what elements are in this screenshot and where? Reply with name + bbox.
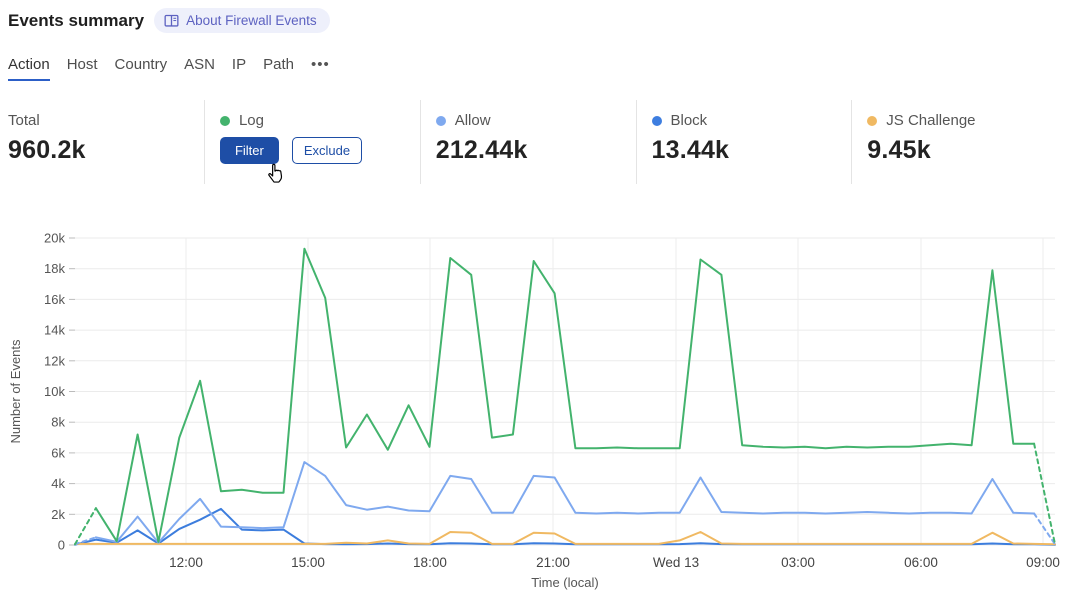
header: Events summary About Firewall Events — [8, 8, 330, 33]
x-tick-label: 18:00 — [413, 555, 447, 570]
block-color-dot — [651, 115, 662, 126]
series-line-allow — [94, 461, 1036, 544]
x-tick-label: 15:00 — [291, 555, 325, 570]
series-dashed-start-log — [74, 507, 97, 546]
filter-button[interactable]: Filter — [219, 137, 279, 164]
exclude-button[interactable]: Exclude — [291, 137, 363, 164]
log-color-dot — [219, 115, 230, 126]
tab-host[interactable]: Host — [66, 56, 98, 73]
book-icon — [164, 14, 179, 27]
stat-card-js-challenge[interactable]: JS Challenge 9.45k — [852, 100, 1068, 184]
total-label: Total — [8, 112, 40, 129]
series-line-js-challenge — [74, 531, 1056, 546]
js-challenge-label: JS Challenge — [886, 112, 976, 129]
tab-more-ellipsis[interactable]: ••• — [310, 56, 330, 73]
about-firewall-events-link[interactable]: About Firewall Events — [154, 8, 330, 33]
x-tick-label: Wed 13 — [653, 555, 699, 570]
allow-value: 212.44k — [435, 136, 528, 164]
tab-action[interactable]: Action — [8, 56, 50, 81]
y-tick-label: 18k — [44, 261, 65, 276]
x-axis-title: Time (local) — [531, 575, 598, 590]
series-line-log — [94, 247, 1036, 543]
y-tick-label: 20k — [44, 231, 65, 246]
js-challenge-color-dot — [867, 115, 878, 126]
log-label: Log — [238, 112, 264, 129]
events-time-series-chart[interactable]: 0 2k 4k 6k 8k 10k 12k 14k 16k 18k 20k 12:00 15:00 18:… — [0, 228, 1068, 598]
block-value: 13.44k — [651, 136, 730, 164]
legend-item-js-challenge[interactable]: JS Challenge — [867, 112, 1068, 129]
y-tick-label: 0 — [58, 538, 65, 553]
y-tick-label: 10k — [44, 384, 65, 399]
stats-row: Total 960.2k Log Filter Exclude Allow 21… — [0, 100, 1068, 184]
page-title: Events summary — [8, 10, 145, 30]
tab-path[interactable]: Path — [263, 56, 294, 73]
x-tick-label: 09:00 — [1026, 555, 1060, 570]
x-tick-label: 06:00 — [904, 555, 938, 570]
total-value: 960.2k — [8, 136, 86, 164]
y-tick-label: 16k — [44, 292, 65, 307]
series-dashed-start-allow — [74, 536, 97, 546]
x-tick-label: 21:00 — [536, 555, 570, 570]
chart-canvas[interactable]: 0 2k 4k 6k 8k 10k 12k 14k 16k 18k 20k 12:00 15:00 18:… — [0, 228, 1068, 598]
allow-color-dot — [435, 115, 446, 126]
y-tick-label: 4k — [51, 476, 65, 491]
legend-item-allow[interactable]: Allow — [435, 112, 636, 129]
block-label: Block — [670, 112, 708, 129]
tab-asn[interactable]: ASN — [184, 56, 215, 73]
y-tick-label: 6k — [51, 445, 65, 460]
series-dashed-end-allow — [1033, 512, 1056, 546]
series-dashed-end-log — [1033, 442, 1056, 546]
tab-country[interactable]: Country — [114, 56, 168, 73]
legend-item-block[interactable]: Block — [651, 112, 852, 129]
stat-card-log[interactable]: Log Filter Exclude — [205, 100, 421, 184]
allow-label: Allow — [454, 112, 491, 129]
y-tick-label: 14k — [44, 323, 65, 338]
stat-card-block[interactable]: Block 13.44k — [637, 100, 853, 184]
x-tick-label: 12:00 — [169, 555, 203, 570]
y-axis-title: Number of Events — [8, 339, 23, 444]
legend-item-log[interactable]: Log — [219, 112, 420, 129]
y-tick-label: 12k — [44, 353, 65, 368]
stat-card-total: Total 960.2k — [8, 100, 205, 184]
stat-card-allow[interactable]: Allow 212.44k — [421, 100, 637, 184]
x-tick-label: 03:00 — [781, 555, 815, 570]
about-pill-label: About Firewall Events — [186, 13, 317, 28]
tab-bar: Action Host Country ASN IP Path ••• — [8, 56, 330, 81]
tab-ip[interactable]: IP — [231, 56, 247, 73]
js-challenge-value: 9.45k — [867, 136, 931, 164]
y-tick-label: 2k — [51, 507, 65, 522]
y-tick-label: 8k — [51, 415, 65, 430]
